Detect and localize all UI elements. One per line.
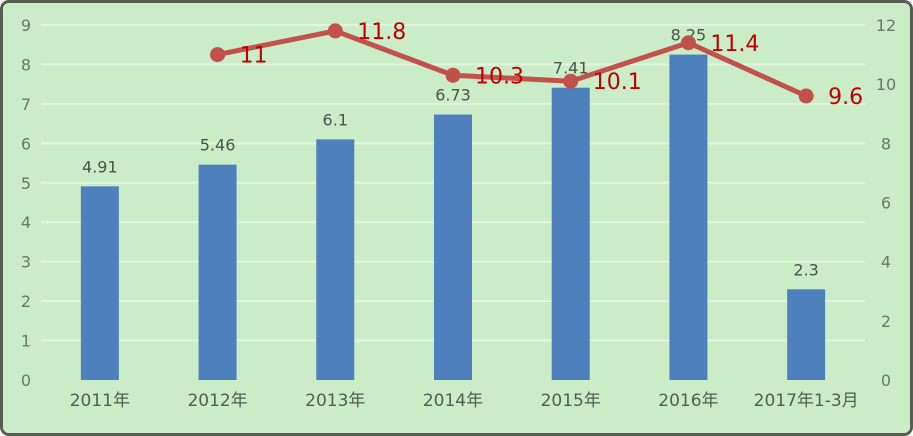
left-axis-tick-label: 8 bbox=[21, 55, 31, 74]
bar bbox=[551, 87, 590, 380]
category-label: 2013年 bbox=[305, 391, 365, 411]
left-axis-tick-label: 6 bbox=[21, 134, 31, 153]
category-label: 2015年 bbox=[541, 391, 601, 411]
bar bbox=[80, 186, 119, 380]
bar-value-label: 4.91 bbox=[82, 157, 118, 176]
bar-value-label: 8.25 bbox=[671, 26, 707, 45]
line-value-label: 10.3 bbox=[475, 64, 524, 89]
right-axis-tick-label: 6 bbox=[881, 194, 891, 213]
left-axis-tick-label: 4 bbox=[21, 213, 31, 232]
bar-value-label: 7.41 bbox=[553, 59, 589, 78]
right-axis-tick-label: 2 bbox=[881, 312, 891, 331]
left-axis-tick-label: 2 bbox=[21, 292, 31, 311]
line-value-label: 11 bbox=[240, 44, 268, 69]
right-axis-tick-label: 12 bbox=[876, 16, 896, 35]
line-marker bbox=[445, 67, 461, 83]
line-marker bbox=[563, 73, 579, 89]
category-label: 2017年1-3月 bbox=[754, 391, 859, 411]
bar-value-label: 6.1 bbox=[323, 110, 348, 129]
left-axis-tick-label: 3 bbox=[21, 253, 31, 272]
category-label: 2012年 bbox=[187, 391, 247, 411]
line-series bbox=[215, 28, 809, 99]
left-axis-tick-label: 1 bbox=[21, 332, 31, 351]
line-marker bbox=[210, 47, 226, 63]
bar-value-label: 6.73 bbox=[435, 86, 471, 105]
line-marker bbox=[798, 88, 814, 104]
category-label: 2016年 bbox=[658, 391, 718, 411]
line-value-label: 10.1 bbox=[593, 70, 642, 95]
right-axis-tick-label: 10 bbox=[876, 75, 896, 94]
right-axis-tick-label: 4 bbox=[881, 253, 891, 272]
bar bbox=[316, 139, 355, 380]
line-value-label: 11.8 bbox=[357, 20, 406, 45]
bar bbox=[434, 114, 472, 381]
category-label: 2011年 bbox=[70, 391, 130, 411]
right-axis-tick-label: 0 bbox=[881, 371, 891, 390]
left-axis-tick-label: 7 bbox=[21, 95, 31, 114]
line-value-label: 9.6 bbox=[828, 85, 863, 110]
line-marker bbox=[327, 23, 343, 39]
left-axis-tick-label: 5 bbox=[21, 174, 31, 193]
left-axis-tick-label: 0 bbox=[21, 371, 31, 390]
line-value-label: 11.4 bbox=[710, 32, 759, 57]
bar bbox=[787, 289, 826, 380]
bar bbox=[669, 54, 708, 380]
bar-value-label: 5.46 bbox=[200, 136, 236, 155]
bar-value-label: 2.3 bbox=[793, 260, 818, 279]
right-axis-tick-label: 8 bbox=[881, 134, 891, 153]
line-marker bbox=[680, 35, 696, 51]
category-label: 2014年 bbox=[423, 391, 483, 411]
left-axis-tick-label: 9 bbox=[21, 16, 31, 35]
bar bbox=[198, 164, 237, 380]
